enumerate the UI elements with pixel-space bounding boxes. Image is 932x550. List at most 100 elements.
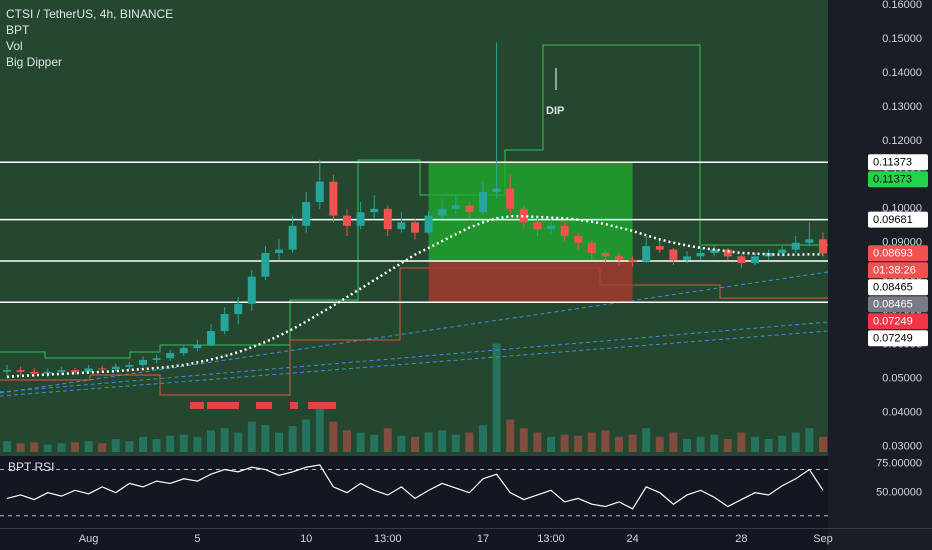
signal	[256, 402, 272, 409]
candle-body	[275, 249, 283, 253]
candle-body	[791, 242, 800, 250]
volume-bar	[737, 432, 746, 452]
volume-bar	[302, 419, 311, 452]
candle-body	[696, 252, 705, 257]
candle-body	[479, 191, 487, 213]
candle-body	[492, 188, 501, 192]
candle-body	[329, 181, 338, 216]
volume-bar	[587, 432, 596, 452]
volume-bar	[397, 435, 406, 452]
candle-body	[383, 208, 392, 230]
volume-bar	[819, 436, 827, 452]
x-tick-label: 28	[735, 533, 747, 545]
rsi-line	[6, 464, 824, 510]
volume-bar	[506, 419, 515, 452]
x-tick-label: 24	[626, 533, 638, 545]
candle-body	[560, 225, 569, 236]
candle-body	[819, 239, 827, 254]
volume-bar	[193, 436, 202, 452]
price-tag	[868, 296, 928, 313]
candle-body	[710, 249, 719, 253]
price-tag-label: 01:38:26	[873, 265, 916, 277]
volume-bar	[247, 421, 256, 452]
candle-body	[574, 235, 583, 243]
x-tick-label: 17	[477, 533, 489, 545]
signal	[207, 402, 239, 409]
candle-body	[220, 314, 229, 332]
x-tick-label: 10	[300, 533, 312, 545]
volume-bar	[30, 442, 39, 452]
candle-body	[315, 181, 324, 203]
volume-bar	[220, 428, 229, 452]
signal	[190, 402, 204, 409]
volume-bar	[519, 428, 528, 452]
volume-bar	[628, 434, 637, 452]
candle-body	[152, 358, 161, 360]
volume-bar	[343, 430, 351, 452]
price-tag-label: 0.07249	[873, 333, 913, 345]
volume-bar	[764, 439, 773, 452]
volume-bar	[696, 436, 705, 452]
rsi-tick-label: 50.00000	[876, 487, 922, 499]
volume-bar	[71, 442, 79, 452]
candle-body	[207, 331, 215, 345]
candle-body	[261, 252, 270, 277]
signal	[290, 402, 298, 409]
candle-body	[139, 359, 147, 366]
candle-body	[397, 222, 406, 230]
candle-body	[587, 242, 596, 253]
candle-body	[506, 188, 515, 209]
y-tick-label: 0.05000	[882, 373, 922, 385]
volume-bar	[683, 439, 691, 452]
candle-body	[71, 370, 79, 372]
candle-body	[234, 303, 243, 315]
volume-bar	[492, 343, 501, 452]
big-dipper-upper	[0, 44, 828, 359]
volume-bar	[411, 436, 419, 452]
volume-bar	[207, 430, 215, 452]
volume-bar	[710, 434, 719, 452]
volume-bar	[778, 435, 787, 452]
moving-average	[6, 215, 823, 379]
annotation: DIP	[546, 105, 564, 117]
candle-body	[356, 212, 365, 226]
volume-bar	[560, 434, 569, 452]
volume-bar	[451, 434, 460, 452]
volume-bar	[642, 428, 651, 452]
candle-body	[30, 371, 39, 374]
volume-bar	[111, 439, 120, 452]
x-tick-label: 13:00	[374, 533, 402, 545]
volume-bar	[479, 424, 487, 452]
candle-body	[451, 205, 460, 209]
candle-body	[343, 215, 351, 226]
x-tick-label: Sep	[813, 533, 833, 545]
volume-bar	[370, 434, 379, 452]
candle-body	[84, 368, 93, 372]
drawings	[0, 44, 829, 409]
rsi-title: BPT RSI	[8, 460, 54, 474]
price-tag	[868, 262, 928, 279]
volume-bar	[669, 432, 678, 452]
y-tick-label: 0.15000	[882, 33, 922, 45]
candle-body	[628, 259, 637, 262]
price-tag-label: 0.09681	[873, 214, 913, 226]
candle-body	[302, 202, 311, 226]
x-tick-label: 13:00	[537, 533, 565, 545]
chart-title: CTSI / TetherUS, 4h, BINANCE	[6, 7, 173, 21]
candle-body	[601, 252, 610, 257]
volume-bar	[275, 432, 283, 452]
candle-body	[125, 365, 134, 367]
volume-bar	[424, 432, 433, 452]
y-tick-label: 0.04000	[882, 406, 922, 418]
price-tag	[868, 171, 928, 188]
price-tag-label: 0.08693	[873, 248, 913, 260]
volume-bar	[125, 441, 134, 452]
signal	[308, 402, 336, 409]
candle-body	[547, 225, 555, 230]
candle-body	[411, 222, 419, 233]
volume-bar	[601, 430, 610, 452]
candle-body	[533, 222, 542, 230]
candle-body	[193, 344, 202, 349]
x-tick-label: Aug	[79, 533, 99, 545]
candle-body	[424, 215, 433, 233]
